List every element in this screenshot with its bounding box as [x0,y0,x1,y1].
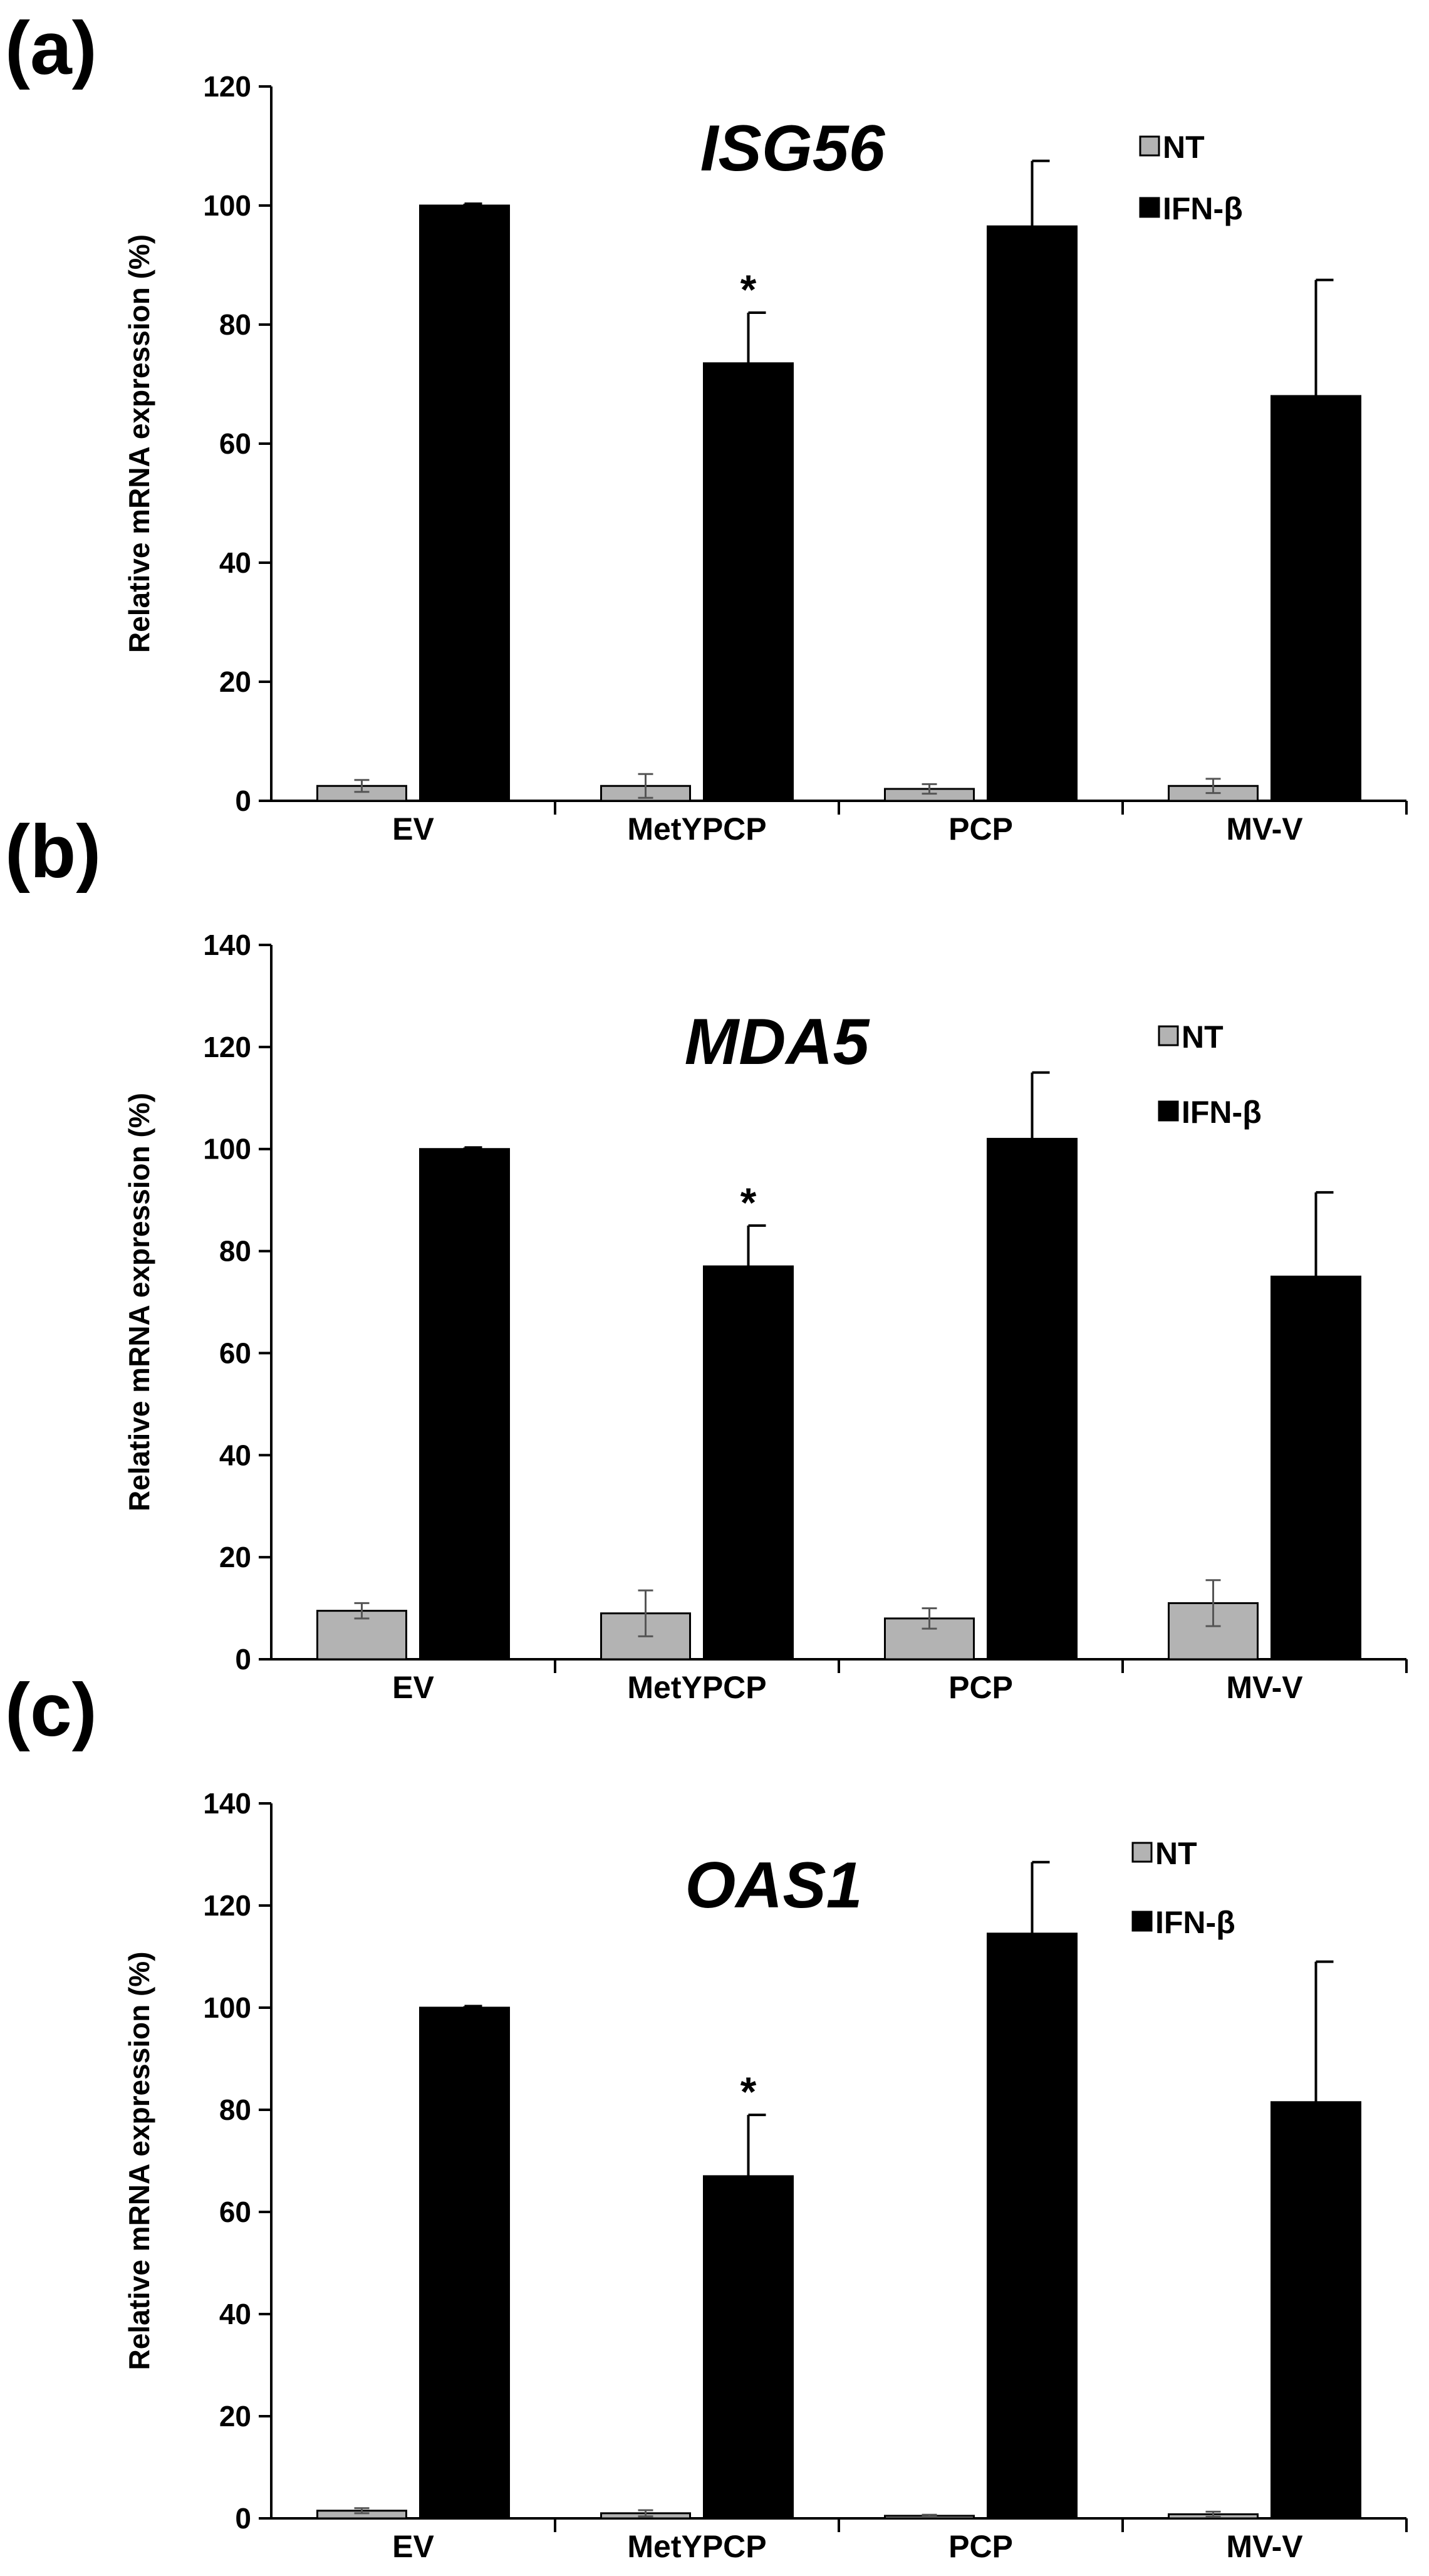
category-label: MetYPCP [627,1670,766,1705]
legend-swatch-ifn [1131,1911,1153,1932]
y-tick-label: 20 [219,2400,251,2433]
category-label: EV [392,2529,434,2564]
y-tick-label: 100 [203,1991,251,2024]
significance-star: * [740,266,757,313]
chart-panel-1: (b) 0 20 40 60 80 100 120 140 Relative mRNA expre… [5,810,1408,1705]
category-label: EV [392,1670,434,1705]
y-tick-label: 120 [203,1889,251,1922]
ifn-bar [1271,395,1361,802]
chart-title: ISG56 [700,112,886,185]
legend-label-ifn: IFN-β [1182,1095,1262,1130]
y-tick-label: 60 [219,1337,251,1369]
y-tick-label: 80 [219,2094,251,2126]
y-axis-label: Relative mRNA expression (%) [123,234,155,653]
y-axis-label: Relative mRNA expression (%) [123,1093,155,1511]
y-tick-label: 140 [203,929,251,961]
panel-letter: (a) [5,6,97,90]
legend-swatch-nt [1131,1842,1153,1863]
y-tick-label: 20 [219,1541,251,1573]
y-tick-label: 40 [219,2298,251,2330]
ifn-bar [703,362,794,802]
category-label: MetYPCP [627,2529,766,2564]
ifn-bar [419,2006,510,2520]
y-tick-label: 20 [219,665,251,698]
panel-letter: (b) [5,810,101,894]
chart-panel-0: (a) 0 20 40 60 80 100 120 Relative mRNA expressi… [5,6,1408,847]
category-label: MV-V [1226,1670,1303,1705]
category-label: MV-V [1226,811,1303,847]
y-tick-label: 80 [219,308,251,341]
y-tick-label: 60 [219,427,251,460]
legend-label-ifn: IFN-β [1155,1905,1235,1940]
legend-swatch-nt [1139,135,1160,157]
y-axis-label: Relative mRNA expression (%) [123,1951,155,2370]
legend-label-nt: NT [1182,1019,1224,1055]
category-label: MetYPCP [627,811,766,847]
y-tick-label: 120 [203,70,251,103]
legend-label-nt: NT [1163,130,1205,165]
ifn-bar [1271,2101,1361,2520]
ifn-bar [419,1148,510,1661]
chart-title: OAS1 [685,1849,862,1922]
y-tick-label: 0 [235,1643,251,1676]
category-label: EV [392,811,434,847]
y-tick-label: 40 [219,546,251,579]
y-tick-label: 40 [219,1439,251,1471]
y-tick-label: 100 [203,189,251,222]
ifn-bar [987,1137,1078,1661]
significance-star: * [740,1179,757,1226]
category-label: PCP [948,1670,1013,1705]
ifn-bar [703,2175,794,2520]
chart-title: MDA5 [685,1006,871,1078]
y-tick-label: 100 [203,1133,251,1165]
panel-letter: (c) [5,1668,97,1752]
ifn-bar [419,204,510,802]
y-tick-label: 80 [219,1235,251,1268]
chart-panel-2: (c) 0 20 40 60 80 100 120 140 Relative mRNA expre… [5,1668,1408,2564]
legend-swatch-nt [1158,1025,1179,1046]
significance-star: * [740,2068,757,2115]
y-tick-label: 120 [203,1031,251,1063]
legend-swatch-ifn [1139,197,1160,218]
category-label: MV-V [1226,2529,1303,2564]
ifn-bar [987,1932,1078,2520]
y-tick-label: 0 [235,785,251,817]
legend-label-ifn: IFN-β [1163,191,1243,226]
category-label: PCP [948,811,1013,847]
category-label: PCP [948,2529,1013,2564]
y-tick-label: 60 [219,2196,251,2228]
legend-label-nt: NT [1155,1836,1197,1871]
ifn-bar [987,225,1078,802]
legend-swatch-ifn [1158,1100,1179,1122]
y-tick-label: 0 [235,2502,251,2535]
ifn-bar [1271,1275,1361,1661]
y-tick-label: 140 [203,1787,251,1820]
ifn-bar [703,1265,794,1661]
